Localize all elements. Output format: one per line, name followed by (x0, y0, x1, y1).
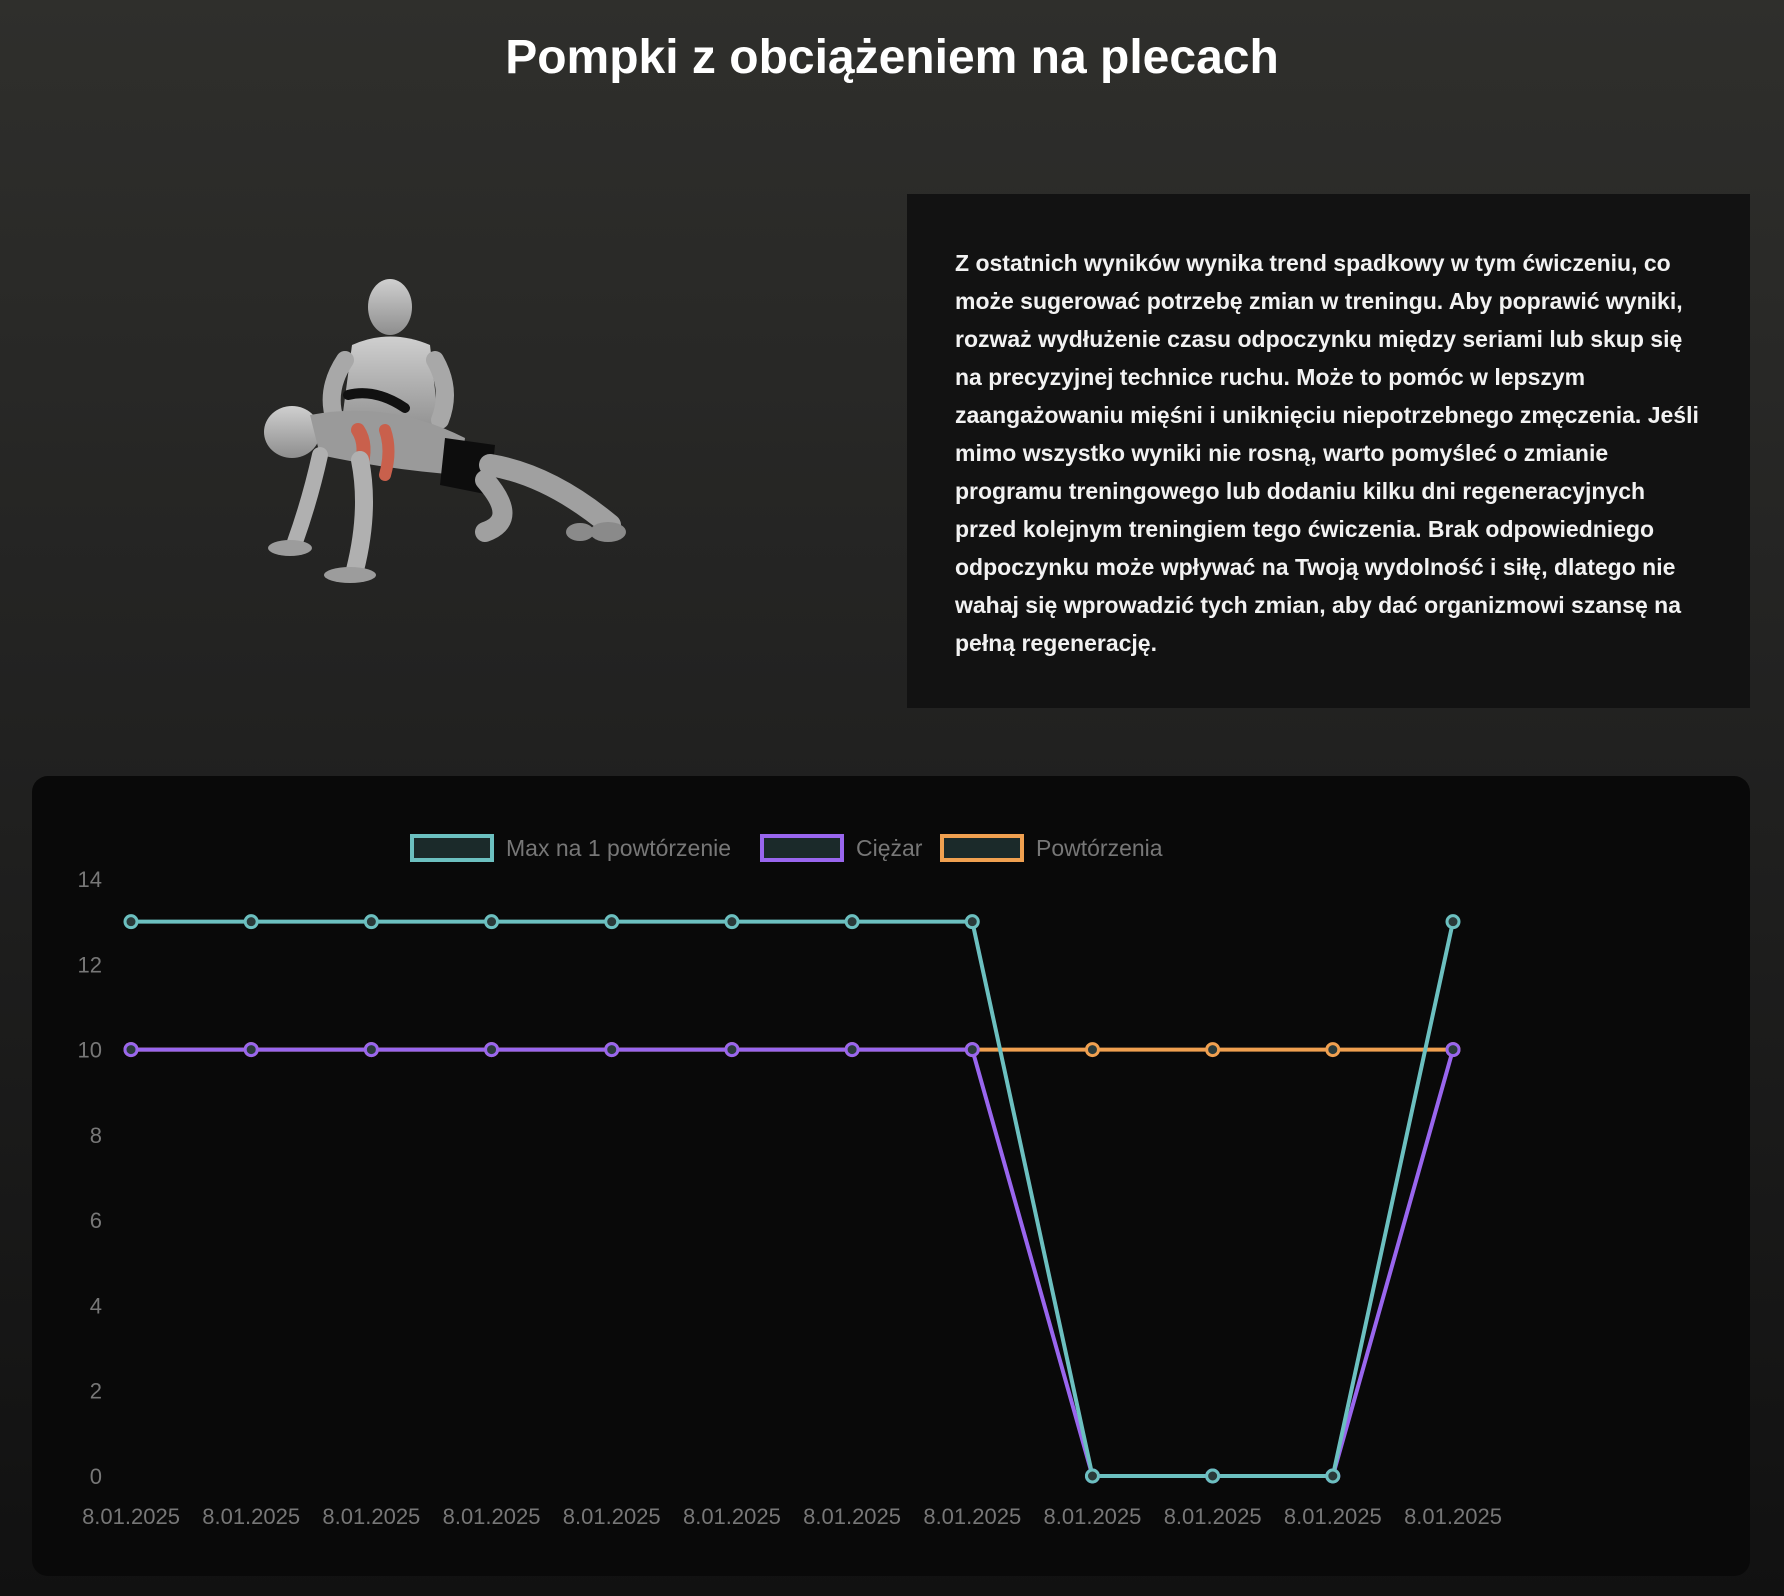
progress-chart: Max na 1 powtórzenie Ciężar Powtórzenia 0 2… (32, 776, 1750, 1576)
y-tick-label: 2 (90, 1379, 102, 1404)
y-tick-label: 8 (90, 1123, 102, 1148)
x-axis: 8.01.2025 8.01.2025 8.01.2025 8.01.2025 8.01… (82, 1504, 1502, 1529)
data-point (243, 914, 259, 930)
data-point (724, 1042, 740, 1058)
x-tick-label: 8.01.2025 (1044, 1504, 1142, 1529)
data-point (484, 1042, 500, 1058)
legend-swatch (760, 834, 844, 862)
x-tick-label: 8.01.2025 (683, 1504, 781, 1529)
y-tick-label: 0 (90, 1464, 102, 1489)
series-line (131, 1047, 1455, 1478)
data-point (243, 1042, 259, 1058)
data-point (604, 914, 620, 930)
data-point (123, 1042, 139, 1058)
data-point (964, 1042, 980, 1058)
legend-label: Max na 1 powtórzenie (506, 835, 731, 861)
series-line (131, 919, 1455, 1478)
y-tick-label: 14 (78, 867, 102, 892)
x-tick-label: 8.01.2025 (923, 1504, 1021, 1529)
x-tick-label: 8.01.2025 (202, 1504, 300, 1529)
data-point (964, 914, 980, 930)
x-tick-label: 8.01.2025 (322, 1504, 420, 1529)
y-tick-label: 4 (90, 1293, 102, 1318)
x-tick-label: 8.01.2025 (82, 1504, 180, 1529)
data-point (484, 914, 500, 930)
data-point (844, 914, 860, 930)
data-point (123, 914, 139, 930)
data-point (1084, 1468, 1100, 1484)
data-point (363, 914, 379, 930)
legend-label: Ciężar (856, 835, 923, 861)
x-tick-label: 8.01.2025 (1404, 1504, 1502, 1529)
data-point (1205, 1468, 1221, 1484)
data-point (1205, 1042, 1221, 1058)
weighted-pushup-figure-icon (264, 279, 626, 583)
y-tick-label: 6 (90, 1208, 102, 1233)
progress-chart-svg: Max na 1 powtórzenie Ciężar Powtórzenia 0 2… (78, 834, 1502, 1529)
page-title: Pompki z obciążeniem na plecach (505, 31, 1279, 84)
legend-swatch (410, 834, 494, 862)
data-point (844, 1042, 860, 1058)
legend-swatch (940, 834, 1024, 862)
advice-panel: Z ostatnich wyników wynika trend spadkow… (907, 194, 1750, 708)
exercise-illustration (240, 270, 680, 610)
data-point (604, 1042, 620, 1058)
y-axis: 0 2 4 6 8 10 12 14 (78, 867, 102, 1489)
data-point (1084, 1042, 1100, 1058)
legend-label: Powtórzenia (1036, 835, 1163, 861)
x-tick-label: 8.01.2025 (563, 1504, 661, 1529)
advice-text: Z ostatnich wyników wynika trend spadkow… (955, 250, 1699, 656)
data-point (1445, 914, 1461, 930)
y-tick-label: 10 (78, 1038, 102, 1063)
series-points (123, 914, 1461, 1484)
data-point (1445, 1042, 1461, 1058)
x-tick-label: 8.01.2025 (803, 1504, 901, 1529)
y-tick-label: 12 (78, 952, 102, 977)
data-point (363, 1042, 379, 1058)
data-point (724, 914, 740, 930)
x-tick-label: 8.01.2025 (1164, 1504, 1262, 1529)
x-tick-label: 8.01.2025 (1284, 1504, 1382, 1529)
data-point (1325, 1042, 1341, 1058)
chart-legend: Max na 1 powtórzenie Ciężar Powtórzenia (410, 834, 1163, 862)
x-tick-label: 8.01.2025 (443, 1504, 541, 1529)
series-lines (131, 919, 1455, 1478)
data-point (1325, 1468, 1341, 1484)
